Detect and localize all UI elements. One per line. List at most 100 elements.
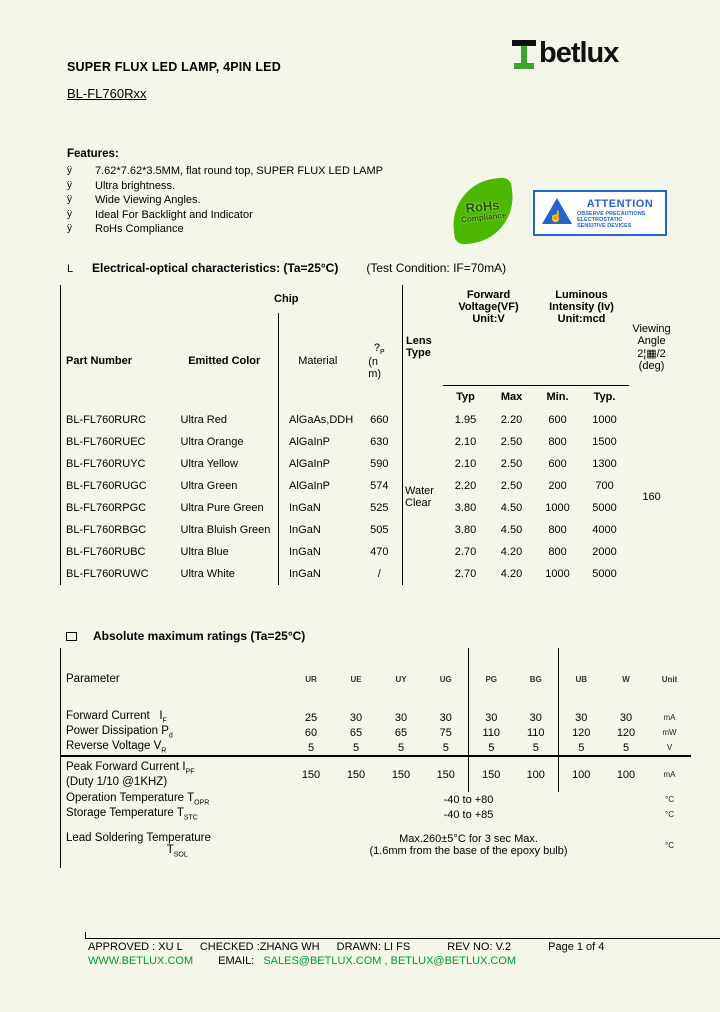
table-cell: 630 [356,431,404,453]
website-link[interactable]: WWW.BETLUX.COM [88,955,194,967]
table-row: Forward Current IF 25 30 30 30 30 30 30 … [61,710,691,725]
table-cell: 2.10 [454,436,477,448]
table-cell: 75 [423,725,469,740]
table-row: BL-FL760RUEC Ultra Orange AlGaInP 630 2.… [61,431,675,453]
table-cell: 505 [356,519,404,541]
feature-text: Ideal For Backlight and Indicator [95,208,253,221]
table-cell: Ultra White [170,563,279,585]
table-cell: 700 [595,480,614,492]
table-cell: 2.50 [500,458,523,470]
col-header: UG [423,648,469,710]
feature-item: ÿ 7.62*7.62*3.5MM, flat round top, SUPER… [67,164,383,179]
table-cell: 590 [356,453,404,475]
table-cell: 5 [423,740,469,757]
attention-line: ELECTROSTATIC [577,216,623,223]
table-cell: 800 [548,436,567,448]
bullet-icon: ÿ [67,194,72,205]
table-cell: BL-FL760RUBC [66,546,146,558]
table-cell: / [356,563,404,585]
rev-no: REV NO: V.2 [447,941,512,953]
viewing-angle-value: 160 [642,491,661,503]
table-row: Operation Temperature TOPR -40 to +80 °C [61,792,691,807]
feature-text: 7.62*7.62*3.5MM, flat round top, SUPER F… [95,165,383,177]
col-header: W [622,674,630,684]
table-cell: 2000 [592,546,617,558]
attention-line: OBSERVE PRECAUTIONS [577,210,646,217]
table-cell: 574 [356,475,404,497]
attention-title: ATTENTION [586,197,654,210]
rohs-leaf-badge: RoHs Compliance [448,176,518,246]
checked-by: CHECKED :ZHANG WH [199,941,320,953]
span-value: Max.260±5°C for 3 sec Max. (1.6mm from t… [369,833,568,857]
part-number-heading: BL-FL760Rxx [67,86,147,101]
col-header: UE [350,674,362,684]
bullet-icon: ÿ [67,165,72,176]
table-cell: 5 [333,740,379,757]
esd-attention-text: ATTENTION OBSERVE PRECAUTIONS ELECTROSTA… [577,198,663,229]
lens-type-value: Water Clear [405,485,434,509]
table-cell: Ultra Green [170,475,279,497]
row-label: Peak Forward Current IPF (Duty 1/10 @1KH… [66,761,195,788]
unit-cell: mA [663,770,676,779]
table-cell: 600 [548,414,567,426]
table-cell: 120 [616,726,636,739]
table-cell: 60 [304,726,318,739]
table-row: Power Dissipation Pd 60 65 65 75 110 110… [61,725,691,740]
table-cell: Ultra Orange [170,431,279,453]
table-cell: 200 [548,480,567,492]
table-cell: 1300 [592,458,617,470]
table-cell: Ultra Pure Green [170,497,279,519]
unit-cell: °C [665,795,674,804]
table-cell: 30 [394,711,408,724]
table-cell: 30 [423,710,469,725]
table-cell: BL-FL760RUEC [66,436,146,448]
table-cell: 1000 [592,414,617,426]
electro-optical-table: Chip Lens Type Forward Voltage(VF) Unit:… [60,285,675,585]
esd-attention-badge: ☝ ATTENTION OBSERVE PRECAUTIONS ELECTROS… [533,190,667,236]
footer-contact-line: WWW.BETLUX.COM EMAIL: SALES@BETLUX.COM ,… [88,955,516,967]
table-cell: 5 [558,740,604,757]
feature-text: RoHs Compliance [95,223,184,235]
table-cell: 110 [513,725,559,740]
section-bullet-square [66,631,77,641]
table-row: Part Number Emitted Color Material ?P (n… [61,313,675,409]
feature-item: ÿ RoHs Compliance [67,222,383,237]
table-cell: 110 [482,726,501,739]
page-title: SUPER FLUX LED LAMP, 4PIN LED [67,60,281,74]
unit-cell: V [648,740,691,757]
email-links[interactable]: SALES@BETLUX.COM , BETLUX@BETLUX.COM [263,955,517,967]
table-cell: 4.50 [500,502,523,514]
feature-text: Wide Viewing Angles. [95,194,201,206]
footer-approval-line: APPROVED : XU L CHECKED :ZHANG WH DRAWN:… [88,941,618,953]
table-cell: 800 [548,524,567,536]
row-label: Forward Current IF [66,710,167,725]
unit-cell: °C [665,810,674,819]
table-row: Lead Soldering Temperature TSOL Max.260±… [61,822,691,868]
table-cell: BL-FL760RUWC [66,568,149,580]
row-label: Lead Soldering Temperature TSOL [66,831,211,859]
vf-typ-header: Typ [442,384,489,409]
table-cell: AlGaInP [289,458,330,470]
table-cell: BL-FL760RUGC [66,480,147,492]
table-row: BL-FL760RUYC Ultra Yellow AlGaInP 590 2.… [61,453,675,475]
table-cell: 4.20 [500,546,523,558]
table-cell: 1000 [545,568,570,580]
features-heading: Features: [67,148,119,160]
table-row: Typ Max Min. Typ. [61,384,675,409]
table-cell: 2.70 [454,546,477,558]
section-abs-max-heading: Absolute maximum ratings (Ta=25°C) [66,629,305,643]
table-cell: 30 [513,710,559,725]
parameter-header: Parameter [66,673,120,685]
table-cell: BL-FL760RPGC [66,502,147,514]
table-cell: 5 [378,740,424,757]
attention-line: SENSITIVE DEVICES [577,222,632,229]
lens-type-header: Lens Type [406,335,432,359]
table-cell: BL-FL760RUYC [66,458,146,470]
unit-cell: mA [663,713,676,722]
table-cell: 30 [575,711,588,724]
betlux-logo-text: betlux [539,37,619,69]
table-row: BL-FL760RUWC Ultra White InGaN / 2.70 4.… [61,563,675,585]
section-bullet: L [67,263,74,275]
table-cell: 4000 [592,524,617,536]
bullet-icon: ÿ [67,208,72,220]
